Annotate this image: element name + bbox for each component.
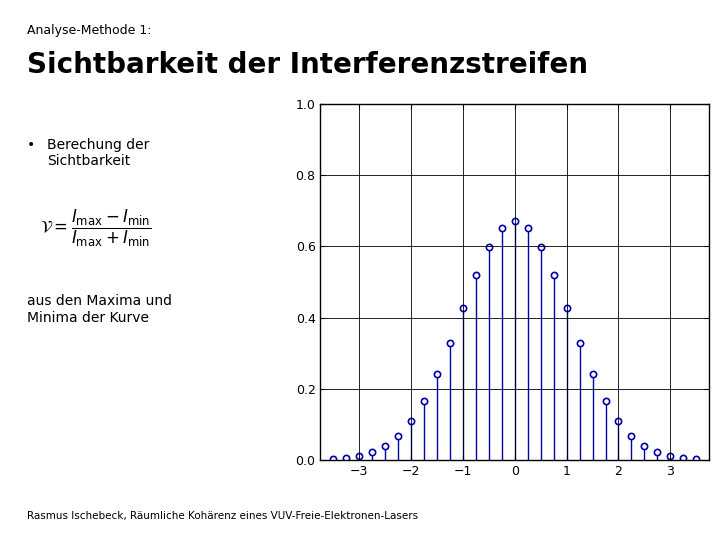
Text: Berechung der
Sichtbarkeit: Berechung der Sichtbarkeit — [47, 138, 149, 168]
Text: Rasmus Ischebeck, Räumliche Kohärenz eines VUV-Freie-Elektronen-Lasers: Rasmus Ischebeck, Räumliche Kohärenz ein… — [27, 511, 418, 521]
Text: Analyse-Methode 1:: Analyse-Methode 1: — [27, 24, 152, 37]
Text: Sichtbarkeit der Interferenzstreifen: Sichtbarkeit der Interferenzstreifen — [27, 51, 588, 79]
Text: $\mathcal{V} = \dfrac{I_{\mathrm{max}} - I_{\mathrm{min}}}{I_{\mathrm{max}} + I_: $\mathcal{V} = \dfrac{I_{\mathrm{max}} -… — [40, 208, 151, 249]
Text: •: • — [27, 138, 35, 152]
Text: aus den Maxima und
Minima der Kurve: aus den Maxima und Minima der Kurve — [27, 294, 172, 325]
